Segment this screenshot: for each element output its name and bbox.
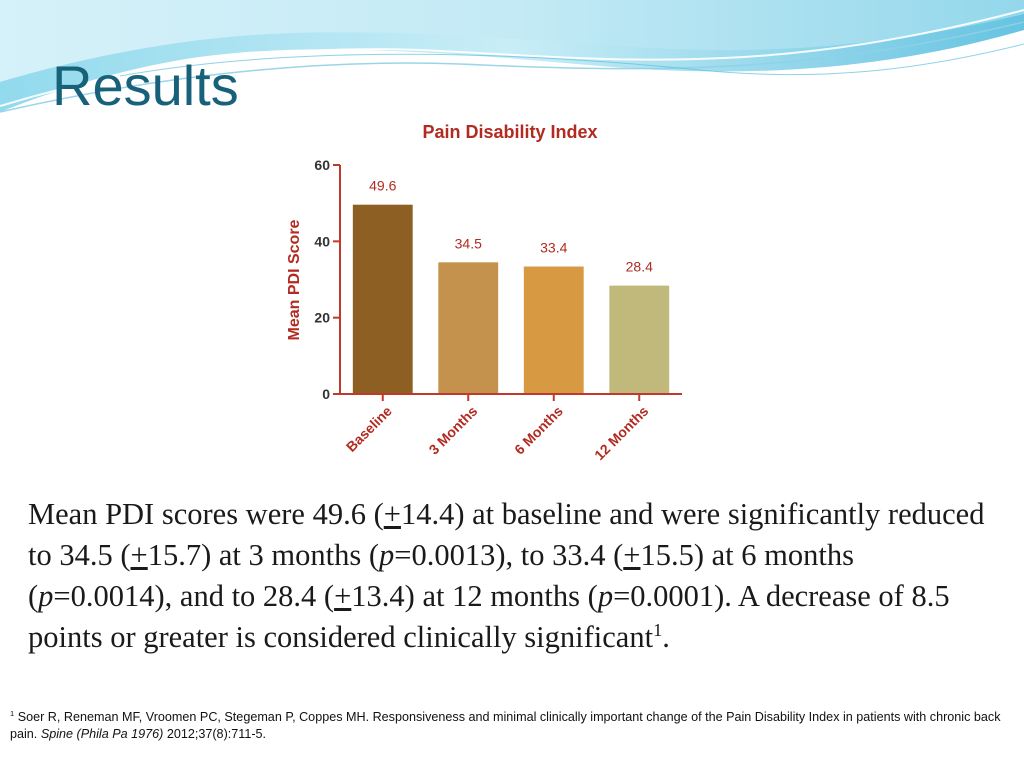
plus-minus-2: + [130, 538, 148, 572]
x-category-label: Baseline [343, 403, 395, 455]
summary-text-1: Mean PDI scores were 49.6 ( [28, 497, 384, 531]
plus-minus-4: + [334, 579, 352, 613]
y-axis-label: Mean PDI Score [286, 219, 303, 340]
x-category-label: 12 Months [591, 403, 651, 463]
citation-superscript: 1 [653, 619, 663, 640]
bar-baseline [352, 204, 413, 394]
y-tick-label: 40 [314, 233, 330, 249]
bar-value-label: 28.4 [626, 259, 653, 275]
header-wave-decoration [0, 0, 1024, 113]
p-value-symbol-3: p [597, 579, 614, 613]
footnote-text-2: 2012;37(8):711-5. [163, 727, 267, 741]
slide-title: Results [52, 54, 239, 117]
summary-text-6: =0.0014), and to 28.4 ( [53, 579, 335, 613]
summary-text-9: . [662, 620, 670, 654]
p-value-symbol-1: p [379, 538, 395, 572]
reference-footnote: 1 Soer R, Reneman MF, Vroomen PC, Stegem… [10, 709, 1010, 743]
bar-value-label: 49.6 [369, 178, 396, 194]
x-category-label: 6 Months [511, 403, 566, 458]
footnote-marker: 1 [10, 708, 15, 718]
summary-text-4: =0.0013), to 33.4 ( [394, 538, 624, 572]
summary-text-7: 13.4) at 12 months ( [351, 579, 598, 613]
y-tick-label: 20 [314, 310, 330, 326]
bar-value-label: 33.4 [540, 240, 567, 256]
bar-3-months [438, 262, 499, 394]
chart-title: Pain Disability Index [422, 122, 597, 142]
summary-text-5: 15.5) at 6 months ( [28, 538, 854, 613]
bar-6-months [523, 266, 584, 394]
plus-minus-3: + [623, 538, 641, 572]
results-summary-paragraph: Mean PDI scores were 49.6 (+14.4) at bas… [28, 494, 988, 658]
bar-value-label: 34.5 [455, 235, 482, 251]
summary-text-2: 14.4) at baseline and were significantly… [28, 497, 985, 572]
chart-svg: Pain Disability Index Mean PDI Score 0 20… [286, 122, 682, 463]
y-tick-label: 0 [322, 386, 330, 402]
summary-text-3: 15.7) at 3 months ( [147, 538, 379, 572]
pdi-bar-chart: Pain Disability Index Mean PDI Score 0 20… [268, 103, 692, 483]
y-tick-label: 60 [314, 157, 330, 173]
summary-text-8: =0.0001). A decrease of 8.5 points or gr… [28, 579, 950, 654]
x-category-label: 3 Months [426, 403, 481, 458]
plus-minus-1: + [383, 497, 401, 531]
footnote-text-1: Soer R, Reneman MF, Vroomen PC, Stegeman… [10, 710, 1001, 741]
bar-12-months [609, 285, 670, 394]
p-value-symbol-2: p [38, 579, 54, 613]
footnote-journal: Spine (Phila Pa 1976) [40, 727, 164, 741]
